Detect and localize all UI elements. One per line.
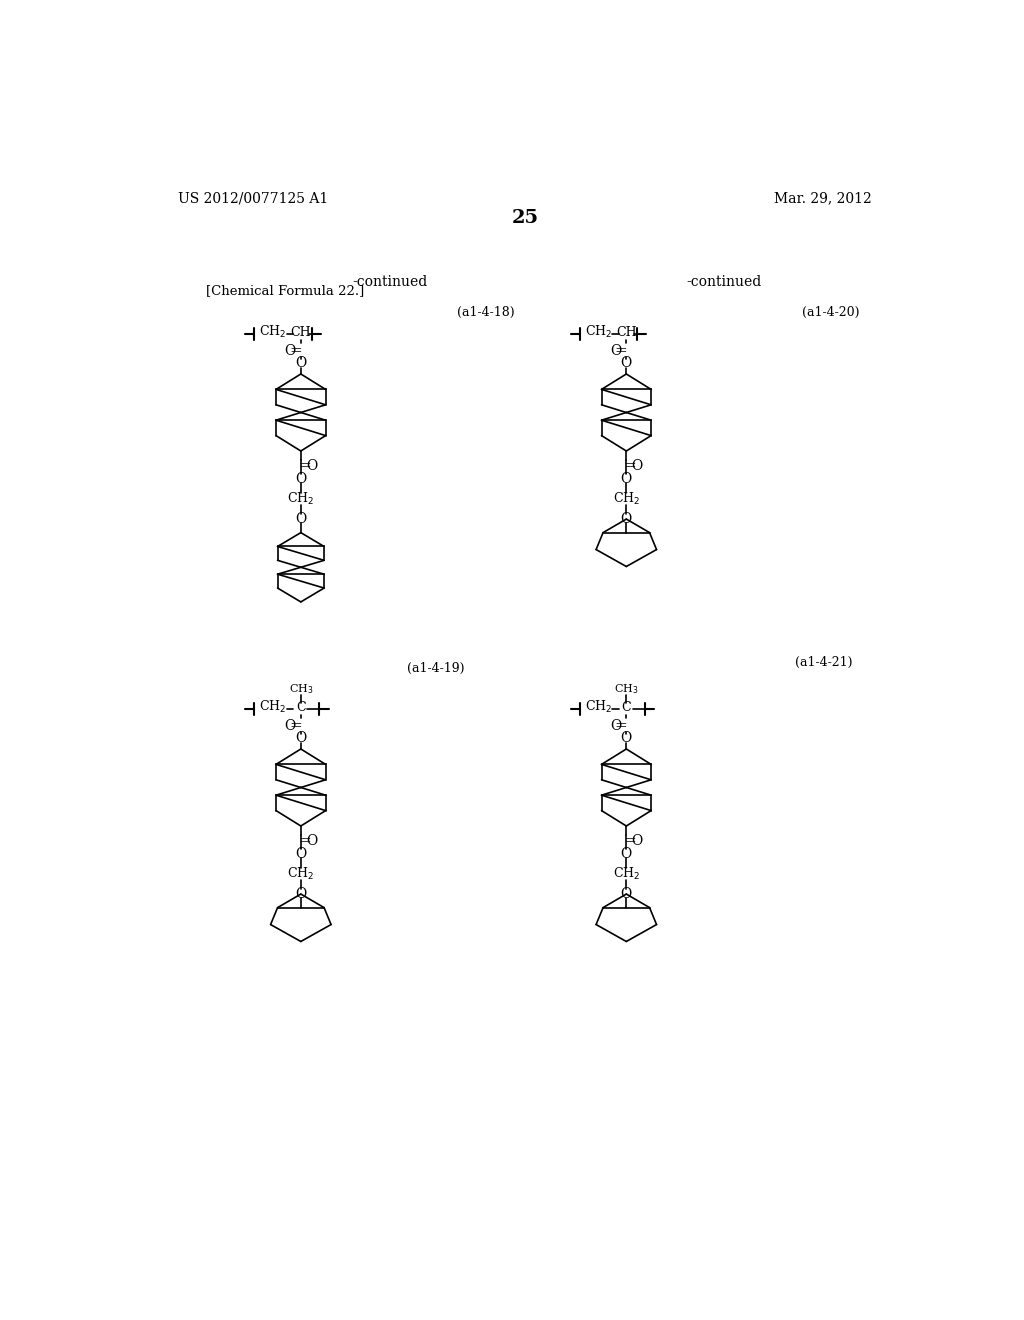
Text: O: O xyxy=(295,471,306,486)
Text: O: O xyxy=(285,345,296,358)
Text: (a1-4-21): (a1-4-21) xyxy=(795,656,852,669)
Text: O: O xyxy=(295,512,306,525)
Text: =: = xyxy=(289,719,302,733)
Text: O: O xyxy=(295,887,306,900)
Text: CH$_2$: CH$_2$ xyxy=(259,700,287,715)
Text: CH: CH xyxy=(291,326,311,339)
Text: O: O xyxy=(295,731,306,746)
Text: O: O xyxy=(632,834,643,849)
Text: CH$_2$: CH$_2$ xyxy=(612,491,640,507)
Text: =: = xyxy=(614,345,628,358)
Text: CH$_2$: CH$_2$ xyxy=(585,700,612,715)
Text: CH$_3$: CH$_3$ xyxy=(614,682,639,696)
Text: CH$_2$: CH$_2$ xyxy=(287,866,314,882)
Text: Mar. 29, 2012: Mar. 29, 2012 xyxy=(774,191,872,206)
Text: (a1-4-20): (a1-4-20) xyxy=(802,306,860,319)
Text: =: = xyxy=(624,459,637,474)
Text: O: O xyxy=(621,846,632,861)
Text: C: C xyxy=(296,701,305,714)
Text: =: = xyxy=(289,345,302,358)
Text: =: = xyxy=(614,719,628,733)
Text: CH$_2$: CH$_2$ xyxy=(259,325,287,341)
Text: O: O xyxy=(306,834,317,849)
Text: O: O xyxy=(295,356,306,370)
Text: C: C xyxy=(622,701,631,714)
Text: CH: CH xyxy=(616,326,637,339)
Text: O: O xyxy=(621,471,632,486)
Text: =: = xyxy=(298,459,311,474)
Text: [Chemical Formula 22.]: [Chemical Formula 22.] xyxy=(206,284,364,297)
Text: O: O xyxy=(621,512,632,525)
Text: O: O xyxy=(621,731,632,746)
Text: O: O xyxy=(621,356,632,370)
Text: CH$_2$: CH$_2$ xyxy=(585,325,612,341)
Text: O: O xyxy=(295,846,306,861)
Text: O: O xyxy=(306,459,317,474)
Text: (a1-4-18): (a1-4-18) xyxy=(458,306,515,319)
Text: -continued: -continued xyxy=(352,275,428,289)
Text: =: = xyxy=(624,834,637,849)
Text: =: = xyxy=(298,834,311,849)
Text: (a1-4-19): (a1-4-19) xyxy=(407,661,465,675)
Text: -continued: -continued xyxy=(686,275,761,289)
Text: O: O xyxy=(610,719,622,733)
Text: O: O xyxy=(610,345,622,358)
Text: O: O xyxy=(621,887,632,900)
Text: CH$_3$: CH$_3$ xyxy=(289,682,313,696)
Text: 25: 25 xyxy=(511,210,539,227)
Text: CH$_2$: CH$_2$ xyxy=(612,866,640,882)
Text: O: O xyxy=(632,459,643,474)
Text: O: O xyxy=(285,719,296,733)
Text: CH$_2$: CH$_2$ xyxy=(287,491,314,507)
Text: US 2012/0077125 A1: US 2012/0077125 A1 xyxy=(178,191,329,206)
